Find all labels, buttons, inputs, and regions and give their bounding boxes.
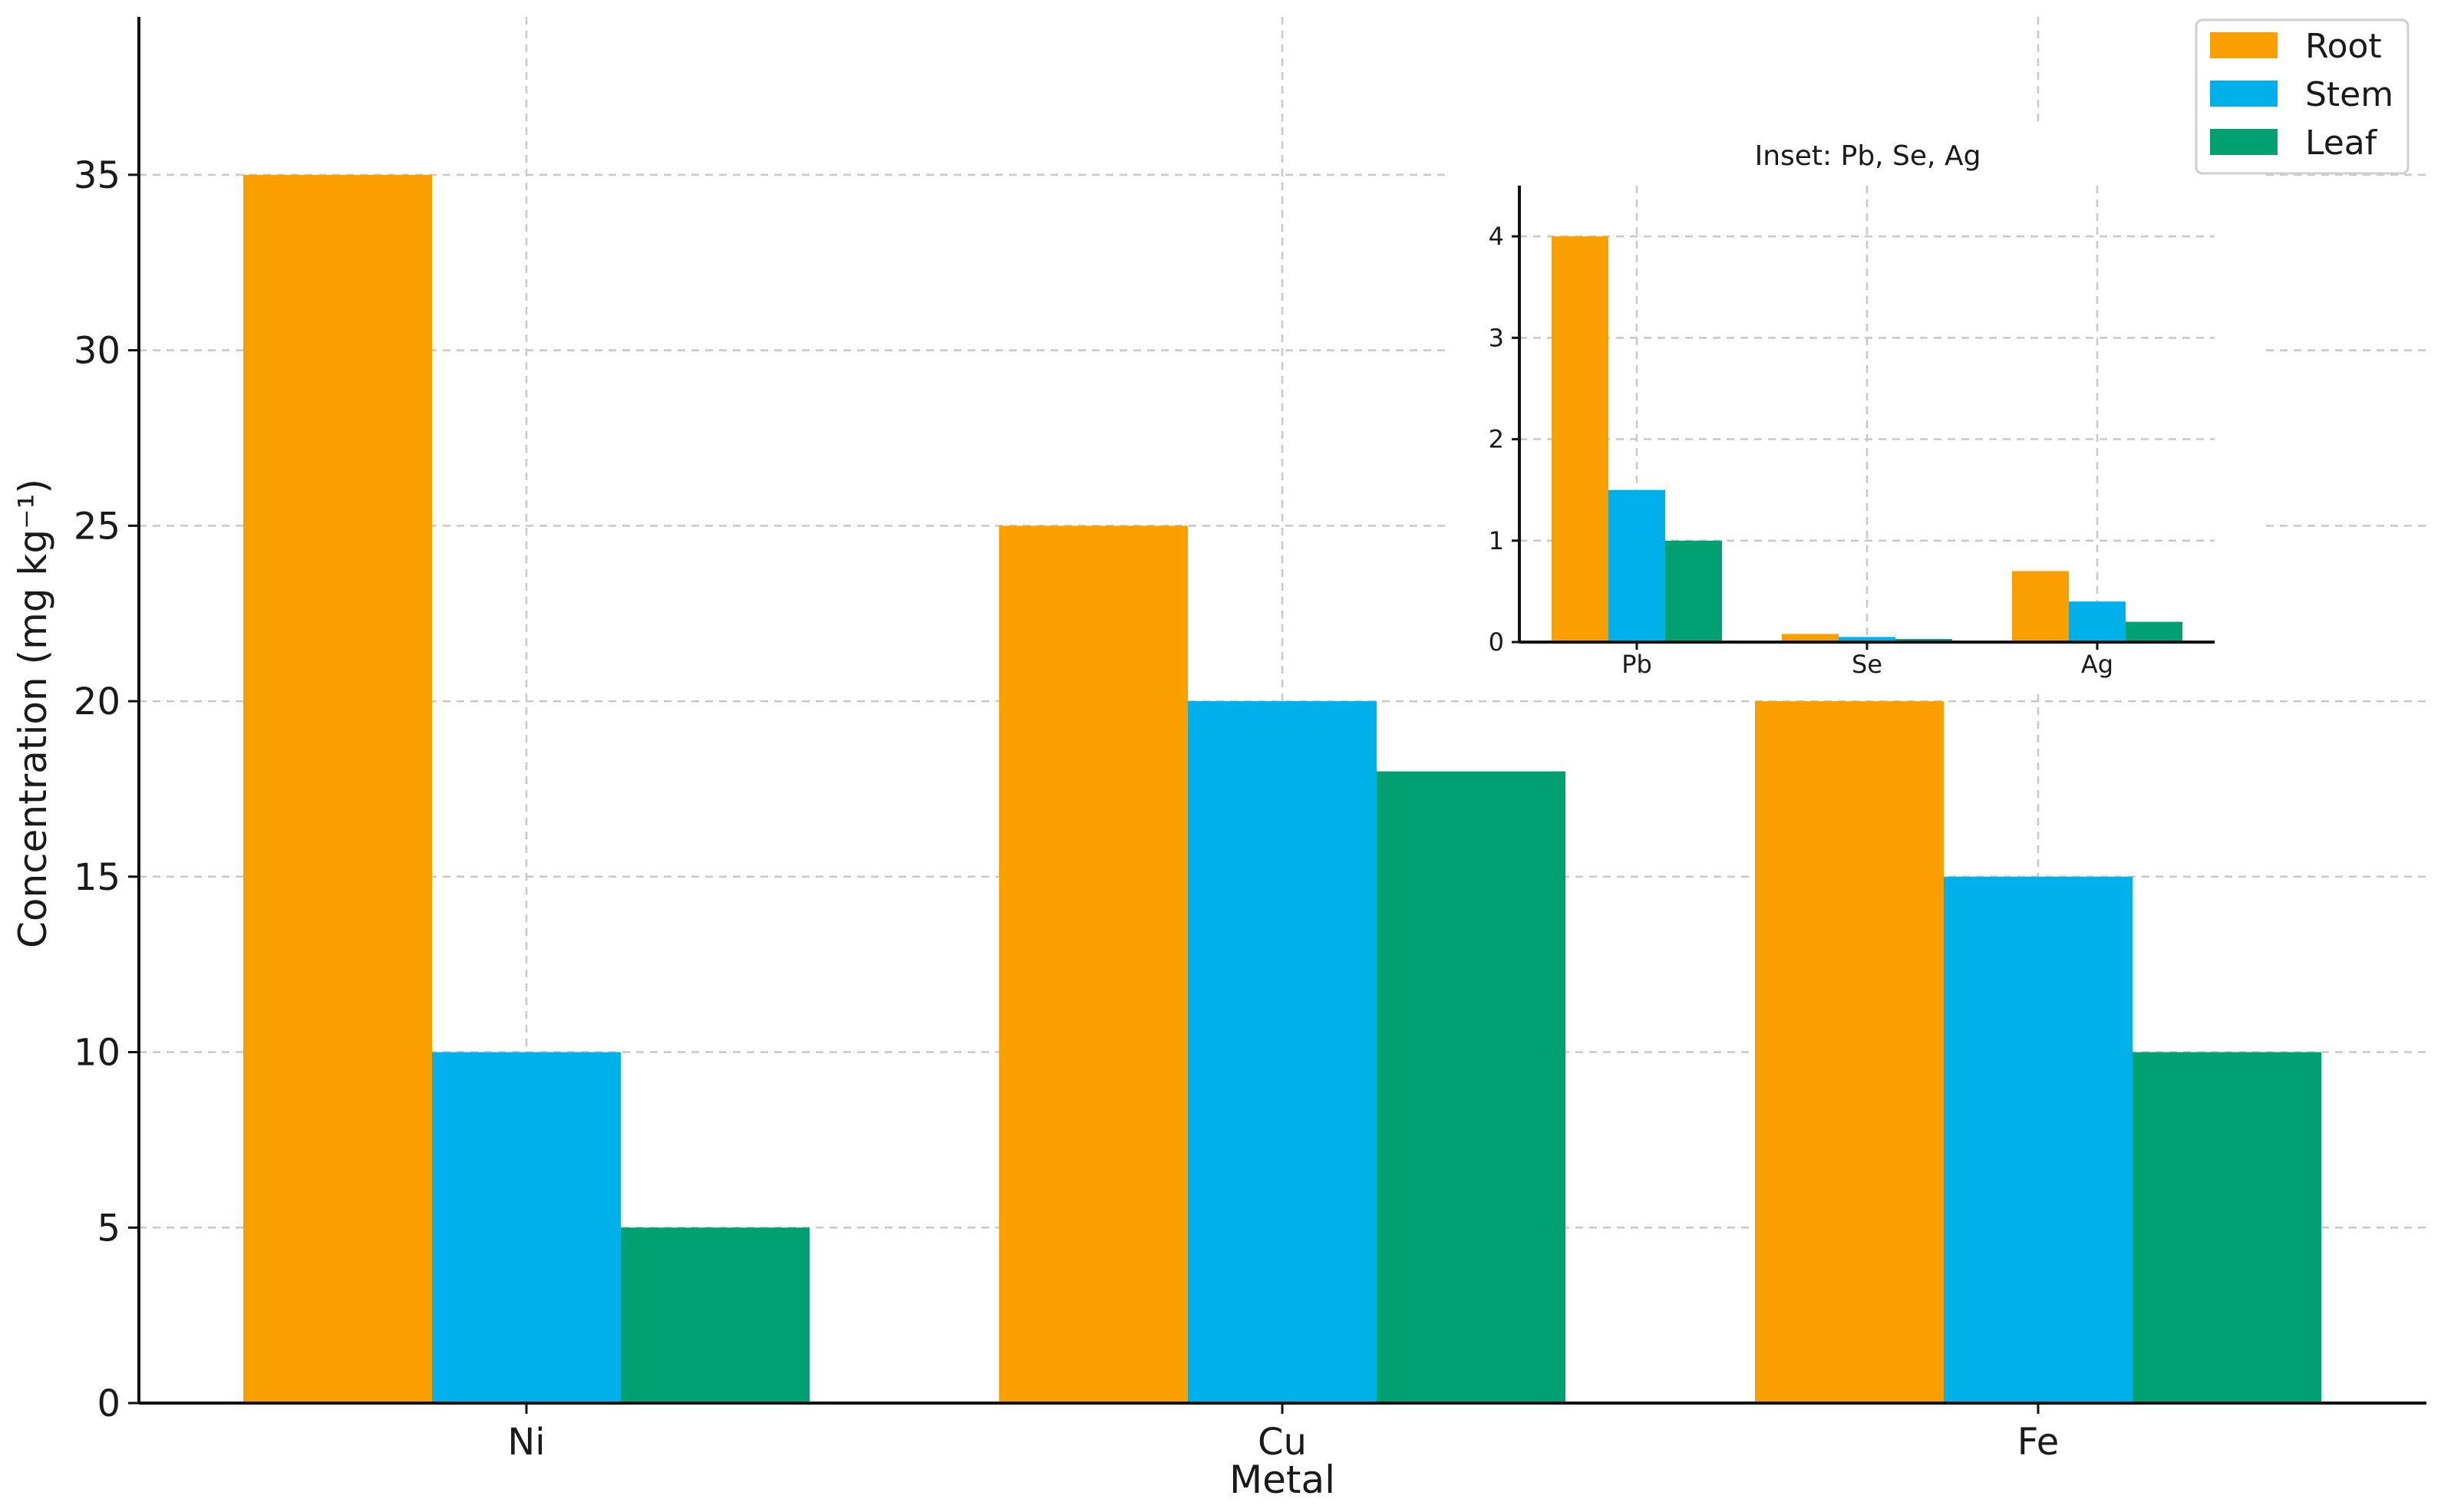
y-tick-label: 5 xyxy=(97,1207,120,1250)
inset-y-tick-label: 1 xyxy=(1489,526,1504,555)
bar-leaf-ni xyxy=(621,1227,810,1403)
bar-root-cu xyxy=(999,525,1188,1403)
y-tick-label: 30 xyxy=(74,330,120,373)
y-tick-label: 35 xyxy=(74,154,120,197)
bar-leaf-cu xyxy=(1377,771,1565,1403)
inset-axes: 0 1 2 3 4 Pb Se Ag xyxy=(1489,186,2215,679)
inset-x-tick-label-pb: Pb xyxy=(1621,650,1652,679)
bar-stem-ni xyxy=(432,1052,621,1403)
main-labels: Metal Concentration (mg kg⁻¹) xyxy=(11,479,1335,1502)
inset-y-tick-label: 2 xyxy=(1489,425,1504,454)
inset-bar-root-ag xyxy=(2012,571,2069,642)
x-tick-label-ni: Ni xyxy=(507,1421,545,1464)
legend-label-root: Root xyxy=(2305,27,2382,66)
inset-bars xyxy=(1552,236,2182,643)
inset-title: Inset: Pb, Se, Ag xyxy=(1755,140,1981,172)
inset-chart: 0 1 2 3 4 Pb Se Ag Inset: Pb, Se, Ag xyxy=(1450,127,2264,694)
inset-bar-root-se xyxy=(1782,634,1839,642)
y-tick-label: 15 xyxy=(74,856,120,899)
legend-swatch-root xyxy=(2210,32,2278,58)
bar-root-ni xyxy=(243,174,432,1404)
bar-leaf-fe xyxy=(2133,1052,2321,1403)
inset-y-tick-label: 3 xyxy=(1489,323,1504,352)
inset-y-tick-label: 4 xyxy=(1489,222,1504,251)
x-tick-label-cu: Cu xyxy=(1258,1421,1307,1464)
inset-bar-stem-ag xyxy=(2069,601,2126,642)
bar-stem-cu xyxy=(1188,701,1377,1403)
y-tick-label: 0 xyxy=(97,1382,120,1425)
inset-bar-stem-se xyxy=(1839,637,1895,642)
legend-swatch-stem xyxy=(2210,81,2278,107)
inset-x-tick-label-ag: Ag xyxy=(2081,650,2113,679)
inset-bar-leaf-pb xyxy=(1665,540,1722,642)
legend: Root Stem Leaf xyxy=(2195,18,2410,175)
y-tick-label: 20 xyxy=(74,680,120,723)
y-axis-title: Concentration (mg kg⁻¹) xyxy=(11,479,55,948)
legend-label-leaf: Leaf xyxy=(2305,124,2378,163)
bar-root-fe xyxy=(1755,701,1944,1403)
y-tick-label: 10 xyxy=(74,1032,120,1075)
inset-x-tick-label-se: Se xyxy=(1852,650,1882,679)
inset-bar-leaf-ag xyxy=(2126,621,2182,642)
inset-y-tick-label: 0 xyxy=(1489,628,1504,657)
legend-swatch-leaf xyxy=(2210,129,2278,155)
y-tick-label: 25 xyxy=(74,505,120,548)
main-bars xyxy=(243,174,2321,1404)
inset-bar-root-pb xyxy=(1552,236,1608,643)
x-tick-label-fe: Fe xyxy=(2017,1421,2060,1464)
inset-bar-stem-pb xyxy=(1608,489,1665,642)
x-axis-title: Metal xyxy=(1229,1458,1335,1502)
bar-stem-fe xyxy=(1944,876,2133,1403)
legend-label-stem: Stem xyxy=(2305,75,2393,114)
